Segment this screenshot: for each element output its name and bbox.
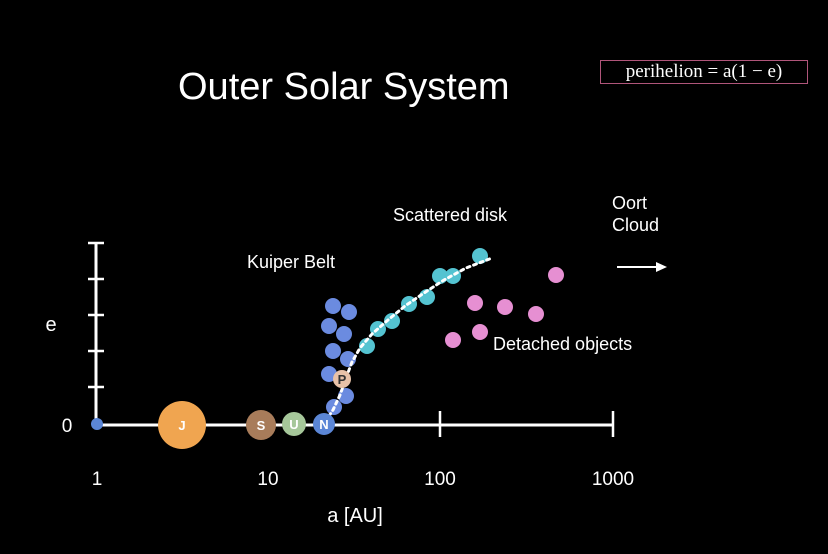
detached-object xyxy=(467,295,483,311)
x-tick-label-1000: 1000 xyxy=(592,469,634,490)
detached-object xyxy=(497,299,513,315)
oort-cloud-arrow xyxy=(617,262,667,272)
kuiper-object xyxy=(336,326,352,342)
x-tick-label-1: 1 xyxy=(92,469,103,490)
kuiper-object xyxy=(325,298,341,314)
earth-dot xyxy=(91,418,103,430)
perihelion-formula: perihelion = a(1 − e) xyxy=(600,60,808,84)
saturn-dot xyxy=(246,410,276,440)
jupiter: J xyxy=(158,401,206,449)
kuiper-belt-label: Kuiper Belt xyxy=(247,252,336,272)
neptune: N xyxy=(313,413,335,435)
oort-cloud-label-line1: Oort xyxy=(612,193,648,213)
scattered-object xyxy=(419,289,435,305)
kuiper-object xyxy=(341,304,357,320)
pluto: P xyxy=(333,370,351,388)
scattered-object xyxy=(472,248,488,264)
scattered-object xyxy=(384,313,400,329)
y-tick-label-0: 0 xyxy=(62,416,73,437)
pluto-label: P xyxy=(338,372,347,387)
saturn: S xyxy=(246,410,276,440)
neptune-dot xyxy=(313,413,335,435)
jupiter-label: J xyxy=(178,418,185,433)
neptune-label: N xyxy=(319,417,328,432)
earth-marker xyxy=(91,418,103,430)
detached-object xyxy=(472,324,488,340)
detached-objects xyxy=(445,267,564,348)
perihelion-curve xyxy=(323,256,494,424)
scattered-object xyxy=(445,268,461,284)
saturn-label: S xyxy=(257,418,266,433)
kuiper-object xyxy=(325,343,341,359)
detached-object xyxy=(528,306,544,322)
kuiper-object xyxy=(321,318,337,334)
oort-cloud-label-line2: Cloud xyxy=(612,215,660,235)
detached-objects-label: Detached objects xyxy=(493,334,633,354)
pluto-dot xyxy=(333,370,351,388)
scattered-object xyxy=(359,338,375,354)
uranus: U xyxy=(282,412,306,436)
y-axis-label: e xyxy=(45,314,56,336)
kuiper-object xyxy=(321,366,337,382)
detached-object xyxy=(445,332,461,348)
x-tick-label-100: 100 xyxy=(424,469,456,490)
uranus-label: U xyxy=(289,417,298,432)
slide-title: Outer Solar System xyxy=(178,66,510,108)
y-axis xyxy=(88,241,104,425)
kuiper-belt-objects xyxy=(321,298,357,415)
jupiter-dot xyxy=(158,401,206,449)
x-axis-label: a [AU] xyxy=(327,505,383,527)
uranus-dot xyxy=(282,412,306,436)
scattered-disk-label: Scattered disk xyxy=(393,205,508,225)
x-tick-label-10: 10 xyxy=(257,469,278,490)
detached-object xyxy=(548,267,564,283)
